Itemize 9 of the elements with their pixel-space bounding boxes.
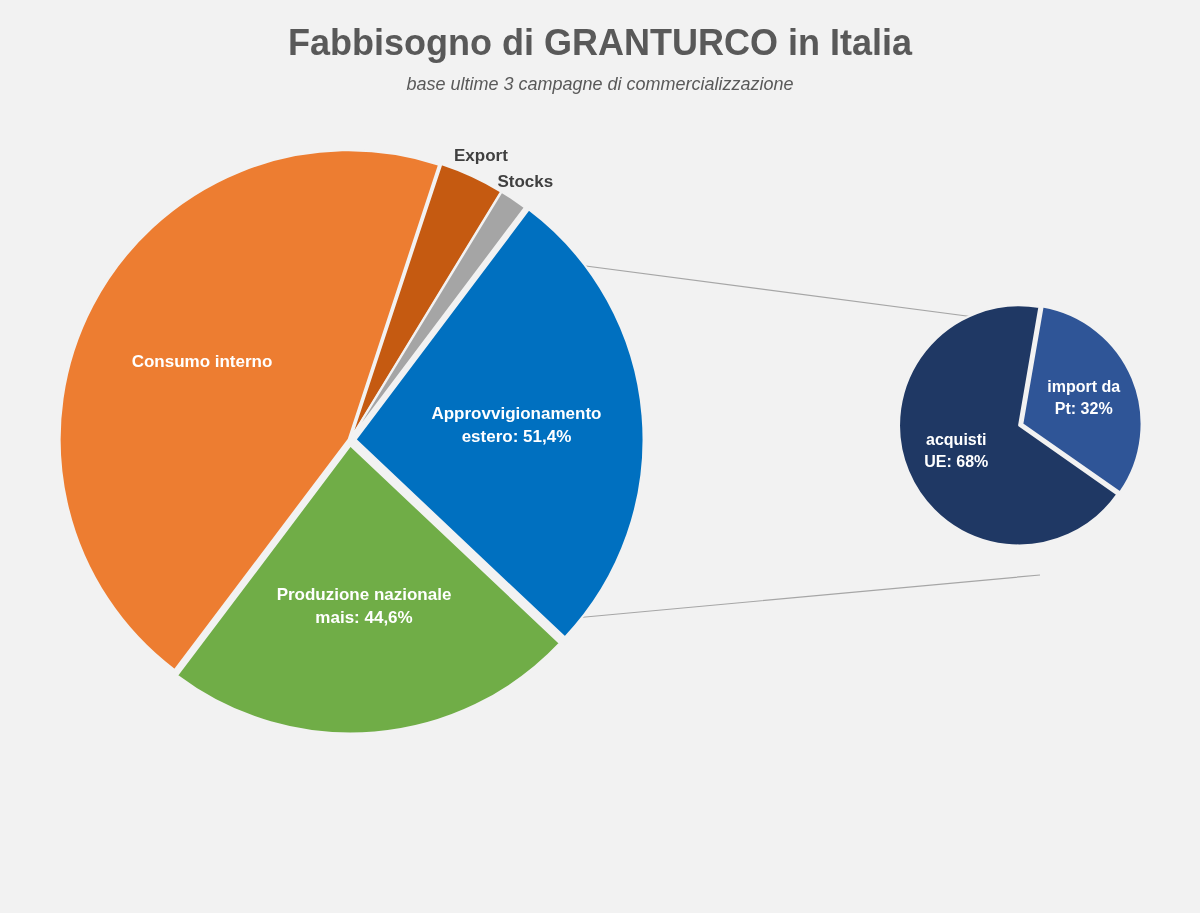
slice-label: acquisti UE: 68% xyxy=(924,431,989,470)
slice-label: Consumo interno xyxy=(131,352,273,372)
slice-label: Produzione nazionale mais: 44,6% xyxy=(276,584,452,627)
slice-label: Export xyxy=(454,146,509,166)
slice-label: import da Pt: 32% xyxy=(1047,378,1121,417)
slice-label: Stocks xyxy=(497,171,554,191)
chart-subtitle: base ultime 3 campagne di commercializzazione xyxy=(405,74,795,95)
chart-title: Fabbisogno di GRANTURCO in Italia xyxy=(287,22,914,64)
slice-label: Approvvigionamento estero: 51,4% xyxy=(431,404,602,447)
